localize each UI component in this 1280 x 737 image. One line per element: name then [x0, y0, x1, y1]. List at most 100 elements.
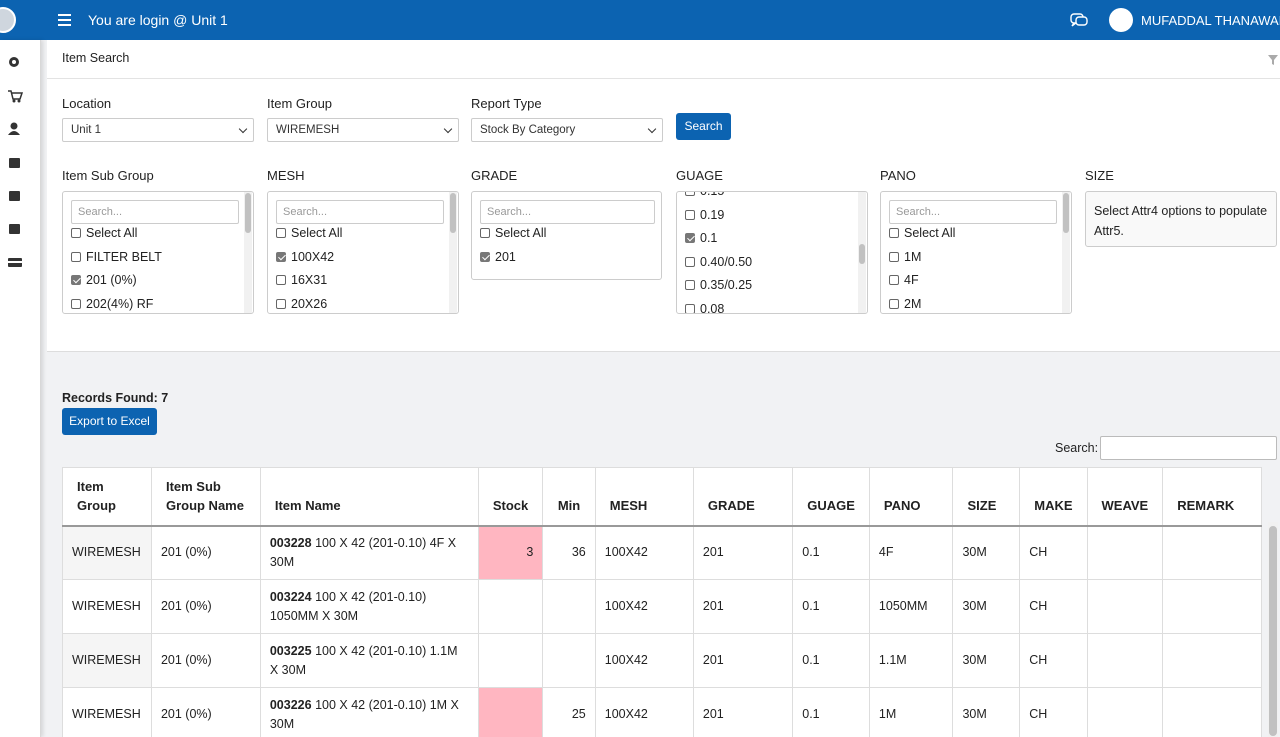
header-row: Item Group Item Sub Group Name Item Name St…: [62, 467, 1262, 527]
table-body: WIREMESH 201 (0%) 003228 100 X 42 (201-0.1…: [62, 525, 1262, 737]
column-header[interactable]: MAKE: [1019, 467, 1088, 527]
option[interactable]: 0.40/0.50: [685, 251, 752, 275]
list-search[interactable]: Search...: [480, 200, 655, 224]
option[interactable]: 1M: [889, 246, 921, 270]
table-cell: 201 (0%): [150, 579, 261, 634]
option-text: 0.19: [700, 207, 725, 222]
option[interactable]: 0.08: [685, 298, 724, 313]
table-cell: [1162, 525, 1262, 580]
column-header[interactable]: GUAGE: [792, 467, 870, 527]
multi-label: GRADE: [471, 168, 518, 183]
column-header[interactable]: Item Sub Group Name: [150, 467, 261, 527]
checkbox[interactable]: [685, 233, 695, 243]
checkbox[interactable]: [889, 275, 899, 285]
option-text: 4F: [904, 273, 919, 287]
table-cell: 201 (0%): [150, 687, 261, 737]
filter-label: Report Type: [471, 96, 542, 111]
list-scrollbar: [244, 192, 252, 313]
table-cell: [1162, 579, 1262, 634]
table-cell: 003226 100 X 42 (201-0.10) 1M X 30M: [259, 687, 479, 737]
option[interactable]: 2M: [889, 293, 921, 314]
checkbox[interactable]: [889, 228, 899, 238]
table-row: WIREMESH 201 (0%) 003226 100 X 42 (201-0.1…: [62, 687, 1262, 737]
table-cell: 201: [692, 687, 794, 737]
checkbox[interactable]: [71, 228, 81, 238]
checkbox[interactable]: [889, 251, 899, 262]
table-cell: 100X42: [594, 579, 694, 634]
list-search[interactable]: Search...: [889, 200, 1057, 224]
checkbox[interactable]: [685, 280, 695, 290]
table-cell: WIREMESH: [62, 633, 152, 688]
option[interactable]: 201: [480, 246, 516, 270]
multi-box: Search... Select All 201: [471, 191, 662, 280]
option[interactable]: FILTER BELT: [71, 246, 162, 270]
table-cell: 201: [692, 633, 794, 688]
option[interactable]: 0.19: [685, 204, 724, 228]
scroll-thumb: [1269, 526, 1277, 736]
checkbox[interactable]: [480, 251, 490, 262]
checkbox[interactable]: [276, 298, 286, 309]
column-header[interactable]: SIZE: [952, 467, 1021, 527]
search-input[interactable]: [1100, 436, 1277, 460]
checkbox[interactable]: [71, 298, 81, 309]
export-button[interactable]: Export to Excel: [62, 408, 157, 435]
column-header[interactable]: MESH: [594, 467, 694, 527]
checkbox[interactable]: [276, 275, 286, 285]
option-text: 16X31: [291, 273, 328, 287]
column-header[interactable]: Item Name: [259, 467, 479, 527]
size-label: SIZE: [1085, 168, 1114, 183]
option[interactable]: 0.35/0.25: [685, 274, 752, 298]
column-header[interactable]: GRADE: [692, 467, 794, 527]
checkbox[interactable]: [685, 209, 695, 220]
option[interactable]: 16X31: [276, 269, 327, 293]
checkbox[interactable]: [71, 275, 81, 285]
list-search[interactable]: Search...: [71, 200, 239, 224]
item-name: 100 X 42 (201-0.10) 1M X 30M: [269, 697, 459, 731]
checkbox[interactable]: [276, 228, 286, 238]
filter-select[interactable]: Unit 1: [62, 118, 254, 142]
login-title: You are login @ Unit 1: [88, 12, 228, 28]
table-cell: [1162, 687, 1262, 737]
table-cell: 201 (0%): [150, 525, 261, 580]
table-cell: [477, 633, 544, 688]
column-header[interactable]: REMARK: [1162, 467, 1262, 527]
column-header[interactable]: Item Group: [62, 467, 152, 527]
checkbox[interactable]: [276, 251, 286, 262]
option[interactable]: Select All: [276, 222, 342, 246]
item-name: 100 X 42 (201-0.10) 1.1M X 30M: [269, 643, 458, 677]
checkbox[interactable]: [685, 303, 695, 313]
table-cell: [1086, 525, 1164, 580]
checkbox[interactable]: [685, 256, 695, 267]
list-scrollbar: [449, 192, 457, 313]
option[interactable]: 100X42: [276, 246, 334, 270]
column-header[interactable]: Min: [542, 467, 596, 527]
option[interactable]: Select All: [889, 222, 955, 246]
column-header[interactable]: Stock: [477, 467, 544, 527]
filter-select[interactable]: WIREMESH: [267, 118, 459, 142]
list-scroll-thumb: [859, 244, 865, 264]
option[interactable]: 4F: [889, 269, 919, 293]
search-button[interactable]: Search: [676, 113, 731, 140]
checkbox[interactable]: [889, 298, 899, 309]
column-header[interactable]: PANO: [868, 467, 954, 527]
option[interactable]: 0.1: [685, 227, 717, 251]
checkbox[interactable]: [71, 251, 81, 262]
checkbox[interactable]: [480, 228, 490, 238]
list-search[interactable]: Search...: [276, 200, 444, 224]
option[interactable]: Select All: [71, 222, 137, 246]
table-cell: CH: [1019, 579, 1088, 634]
records-count: Records Found: 7: [62, 391, 169, 405]
checkbox[interactable]: [685, 192, 695, 196]
option[interactable]: 201 (0%): [71, 269, 137, 293]
option[interactable]: 0.15: [685, 192, 724, 204]
column-header[interactable]: WEAVE: [1086, 467, 1164, 527]
option[interactable]: 20X26: [276, 293, 327, 314]
option[interactable]: Select All: [480, 222, 546, 246]
table-cell: 003225 100 X 42 (201-0.10) 1.1M X 30M: [259, 633, 479, 688]
user-name[interactable]: MUFADDAL THANAWALA: [1141, 13, 1280, 28]
filter-select[interactable]: Stock By Category: [471, 118, 663, 142]
filter-icon[interactable]: [1267, 54, 1279, 66]
table-cell: 201: [692, 579, 794, 634]
option[interactable]: 202(4%) RF: [71, 293, 153, 314]
table-cell: 30M: [952, 525, 1021, 580]
